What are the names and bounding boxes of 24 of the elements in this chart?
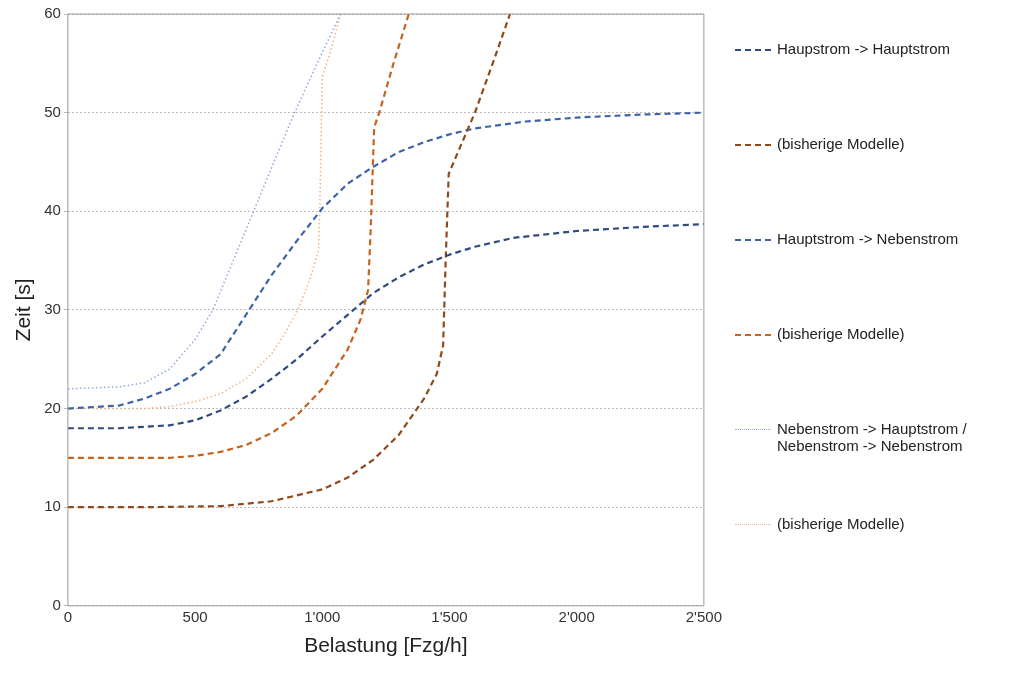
x-tick-label: 2'000 (558, 607, 595, 625)
line-series (67, 14, 410, 459)
x-tick-label: 2'500 (685, 607, 722, 625)
x-tick-label: 1'000 (304, 607, 341, 625)
x-tick-label: 1'500 (431, 607, 468, 625)
y-tick-label: 40 (44, 201, 61, 219)
line-series (67, 111, 704, 410)
legend-label: Nebenstrom -> Hauptstrom / Nebenstrom -> Nebenstrom (777, 420, 968, 454)
y-tick-label: 50 (44, 102, 61, 120)
legend-label: (bisherige Modelle) (777, 325, 905, 342)
y-axis-title: Zeit [s] (11, 278, 35, 342)
legend-label: Haupstrom -> Hauptstrom (777, 40, 950, 57)
x-tick-label: 0 (63, 607, 73, 625)
legend-label: Hauptstrom -> Nebenstrom (777, 230, 959, 247)
y-tick-label: 20 (44, 398, 61, 416)
y-tick-label: 30 (44, 300, 61, 318)
legend-label: (bisherige Modelle) (777, 135, 905, 152)
line-series (67, 14, 512, 509)
x-axis-title: Belastung [Fzg/h] (304, 633, 468, 657)
legend-label: (bisherige Modelle) (777, 515, 905, 532)
y-tick-label: 10 (44, 497, 61, 515)
y-tick-label: 60 (44, 4, 61, 22)
y-tick-label: 0 (52, 595, 61, 613)
x-tick-label: 500 (182, 607, 208, 625)
